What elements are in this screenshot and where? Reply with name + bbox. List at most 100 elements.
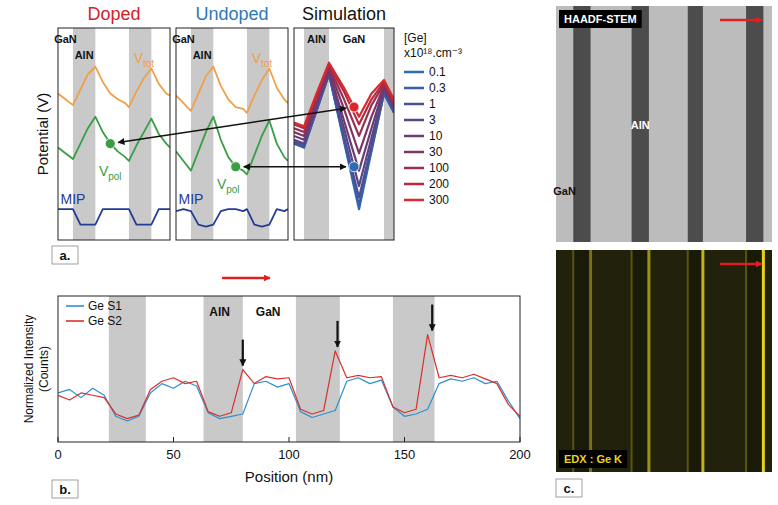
x-tick — [404, 437, 405, 442]
edx-image: EDX : Ge K — [556, 250, 772, 472]
series-label-subscript: tot — [143, 58, 154, 69]
legend-swatch — [404, 135, 424, 138]
aln-layer — [746, 250, 763, 472]
panel-title: Undoped — [195, 4, 268, 24]
series-label: MIP — [60, 191, 85, 207]
series-line — [58, 335, 520, 419]
aln-band — [204, 296, 243, 442]
y-axis-title: Potential (V) — [34, 93, 51, 176]
series-label: Vtot — [252, 50, 273, 69]
ge-line-faint — [631, 250, 633, 472]
aln-band — [384, 28, 394, 240]
legend-label: 100 — [429, 161, 449, 175]
layer-label: GaN — [553, 185, 576, 197]
x-axis-title: Position (nm) — [245, 468, 333, 485]
panel-letter-box — [556, 479, 582, 497]
legend-label: 0.1 — [429, 65, 446, 79]
legend-label: 10 — [429, 129, 443, 143]
legend-label: 300 — [429, 193, 449, 207]
highlight-dot — [231, 162, 241, 172]
aln-layer — [688, 6, 703, 242]
panel-letter: b. — [59, 482, 71, 497]
layer-label: GaN — [172, 33, 195, 45]
plot-frame — [58, 296, 520, 442]
image-title: EDX : Ge K — [564, 453, 622, 465]
image-background — [556, 250, 772, 472]
legend-label: 1 — [429, 97, 436, 111]
plot-background — [176, 28, 288, 240]
panel-letter-box — [52, 480, 78, 498]
figure: Doped GaN AlN Vtot Vpol MIP Potential (V) a. Und… — [0, 0, 778, 505]
ge-line — [762, 250, 765, 472]
panel-letter-group: a. — [52, 246, 78, 264]
panel-letter: a. — [60, 248, 71, 263]
layer-label: GaN — [256, 305, 281, 319]
series-line — [58, 378, 520, 421]
aln-layer — [632, 250, 649, 472]
series-line — [294, 65, 394, 129]
legend-swatch — [404, 151, 424, 154]
haadf-image: AlN GaN HAADF-STEM — [553, 6, 772, 242]
series-label: Vtot — [134, 50, 155, 69]
layer-label: AlN — [209, 305, 230, 319]
aln-layer — [688, 250, 703, 472]
x-tick-label: 50 — [166, 447, 180, 462]
image-background — [556, 6, 772, 242]
panel-letter-group: c. — [556, 479, 582, 497]
x-tick — [520, 437, 521, 442]
plot-background — [294, 28, 394, 240]
peak-arrow — [336, 321, 338, 347]
legend-label: 30 — [429, 145, 443, 159]
legend-label: Ge S2 — [88, 314, 122, 328]
aln-band — [296, 296, 340, 442]
layer-label: AlN — [307, 33, 326, 45]
x-tick-label: 100 — [278, 447, 300, 462]
plot-frame — [176, 28, 288, 240]
series-line — [294, 67, 394, 136]
legend-label: Ge S1 — [88, 299, 122, 313]
series-label-subscript: tot — [261, 58, 272, 69]
ge-line — [701, 250, 704, 472]
x-tick-label: 0 — [54, 447, 61, 462]
image-title-box — [559, 450, 627, 468]
layer-label: AlN — [193, 49, 212, 61]
series-line — [58, 117, 170, 161]
plot-area — [294, 28, 394, 240]
legend-label: 3 — [429, 113, 436, 127]
ge-line-faint — [572, 250, 574, 472]
legend-swatch — [404, 103, 424, 106]
aln-layer — [573, 250, 590, 472]
highlight-dot — [105, 139, 115, 149]
image-title: HAADF-STEM — [564, 13, 637, 25]
panel-letter-box — [52, 246, 78, 264]
y-axis-title-line: Normalized Intensity — [22, 315, 36, 424]
y-axis-title: Normalized Intensity(Counts) — [22, 315, 51, 424]
highlight-dot — [349, 162, 359, 172]
x-tick — [58, 437, 59, 442]
ge-line-faint — [687, 250, 689, 472]
legend-swatch — [404, 183, 424, 186]
image-title-box — [559, 10, 642, 28]
x-tick-label: 200 — [509, 447, 531, 462]
legend-label: 200 — [429, 177, 449, 191]
growth-direction-arrow — [720, 263, 762, 266]
series-line — [176, 209, 288, 226]
series-label-subscript: pol — [226, 184, 239, 195]
aln-band — [191, 28, 213, 240]
legend-swatch — [404, 87, 424, 90]
legend-swatch — [404, 71, 424, 74]
series-label: Vpol — [99, 163, 122, 182]
series-label: Vpol — [217, 176, 240, 195]
series-label-name: MIP — [60, 191, 85, 207]
series-label-name: MIP — [178, 191, 203, 207]
layer-label: AlN — [631, 119, 650, 131]
legend-label: 0.3 — [429, 81, 446, 95]
x-tick — [173, 437, 174, 442]
aln-layer — [632, 6, 649, 242]
legend-title: [Ge]x10¹⁸.cm⁻³ — [404, 31, 462, 60]
panel-title: Doped — [87, 4, 140, 24]
legend-swatch — [404, 199, 424, 202]
aln-layer — [746, 6, 763, 242]
legend-title-line: x10¹⁸.cm⁻³ — [404, 46, 462, 60]
x-tick — [289, 437, 290, 442]
